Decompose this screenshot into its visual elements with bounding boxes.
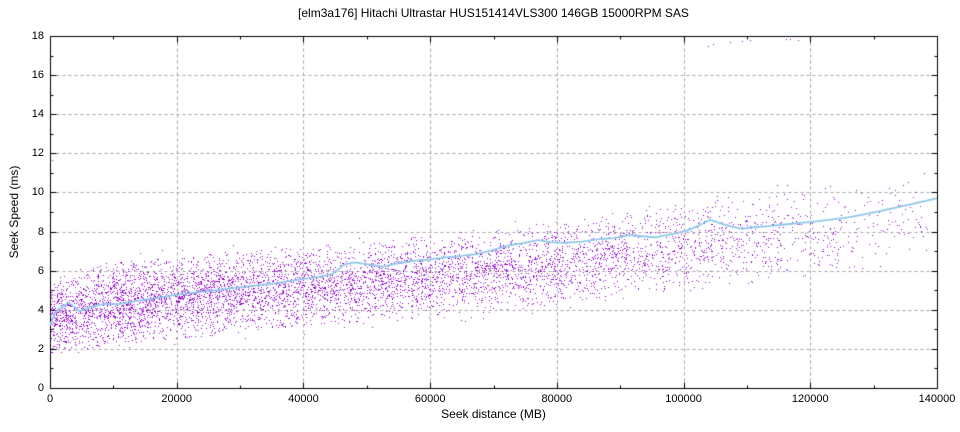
x-tick-label: 100000 — [665, 393, 702, 405]
y-tick-label: 6 — [37, 264, 44, 277]
x-tick-label: 140000 — [918, 393, 956, 405]
y-tick-label: 16 — [31, 69, 44, 82]
y-tick-label: 4 — [37, 303, 44, 316]
x-axis-label: Seek distance (MB) — [441, 407, 546, 421]
y-axis-label: Seek Speed (ms) — [7, 165, 21, 259]
y-tick-label: 2 — [37, 342, 44, 355]
x-tick-label: 80000 — [541, 393, 573, 405]
x-tick-label: 40000 — [288, 393, 319, 405]
x-tick-label: 0 — [46, 393, 54, 405]
y-tick-label: 8 — [37, 225, 44, 238]
y-tick-label: 12 — [31, 147, 44, 160]
y-tick-label: 0 — [37, 382, 44, 394]
x-tick-label: 20000 — [161, 393, 192, 405]
x-tick-label: 60000 — [414, 393, 446, 405]
chart-title: [elm3a176] Hitachi Ultrastar HUS151414VL… — [298, 6, 689, 20]
y-tick-label: 10 — [31, 186, 44, 199]
x-tick-label: 120000 — [791, 393, 829, 405]
y-tick-label: 18 — [31, 30, 44, 42]
y-tick-label: 14 — [31, 108, 44, 121]
